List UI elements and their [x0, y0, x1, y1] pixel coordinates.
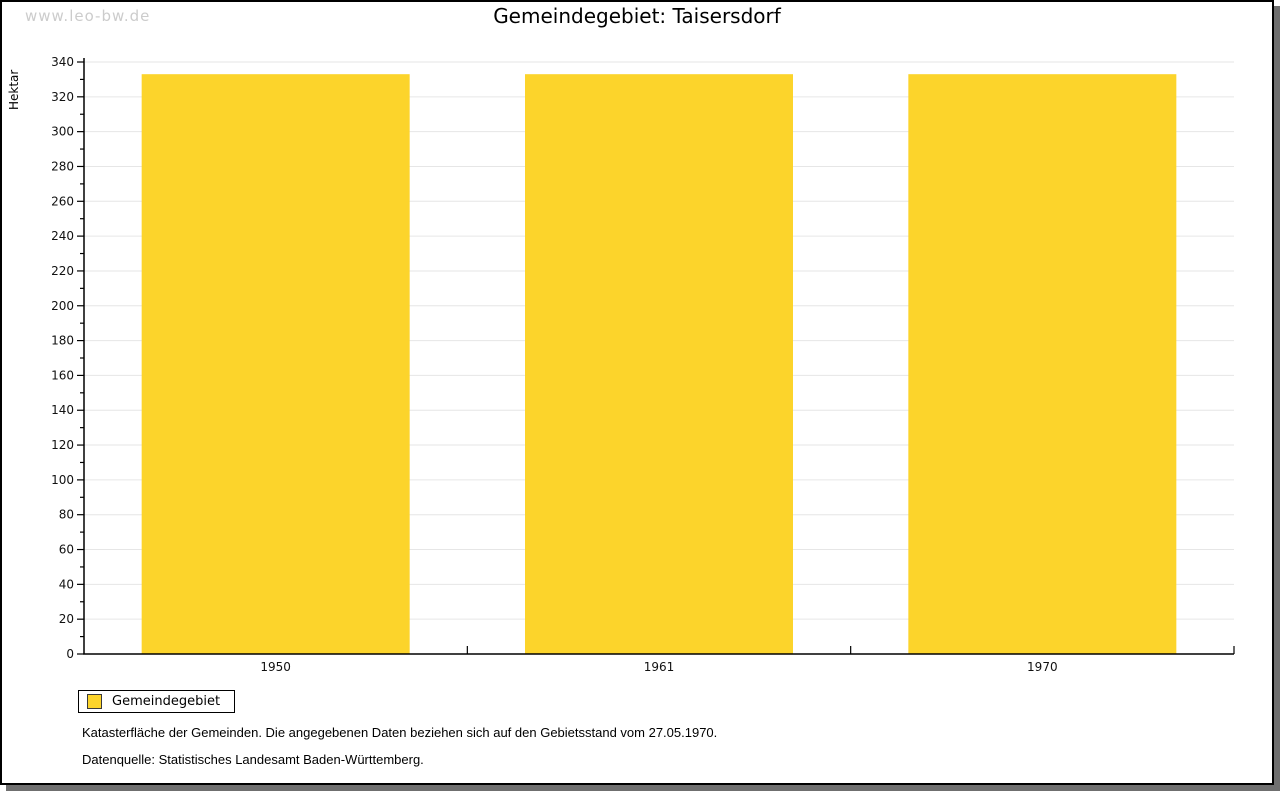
legend: Gemeindegebiet — [78, 690, 236, 713]
x-category-label: 1961 — [644, 660, 675, 674]
y-tick-label: 0 — [66, 647, 74, 661]
y-tick-label: 160 — [51, 368, 74, 382]
x-category-label: 1950 — [260, 660, 291, 674]
y-tick-label: 220 — [51, 264, 74, 278]
y-tick-label: 320 — [51, 90, 74, 104]
y-tick-label: 60 — [59, 543, 74, 557]
bar-1950 — [141, 74, 410, 654]
y-tick-label: 80 — [59, 508, 74, 522]
footnote-data-description: Katasterfläche der Gemeinden. Die angege… — [82, 725, 718, 740]
y-tick-label: 240 — [51, 229, 74, 243]
y-tick-label: 300 — [51, 125, 74, 139]
plot-area: 0 20 40 60 80 100 120 140 160 180 200 220 240 260 280 3… — [51, 55, 1235, 674]
y-tick-label: 200 — [51, 299, 74, 313]
y-tick-label: 40 — [59, 577, 74, 591]
legend-label-gemeindegebiet: Gemeindegebiet — [112, 694, 221, 709]
chart-title: Gemeindegebiet: Taisersdorf — [493, 4, 781, 28]
bar-1961 — [525, 74, 793, 654]
y-tick-label: 260 — [51, 194, 74, 208]
y-tick-label: 280 — [51, 159, 74, 173]
y-tick-label: 20 — [59, 612, 74, 626]
y-tick-label: 100 — [51, 473, 74, 487]
watermark: www.leo-bw.de — [25, 7, 151, 25]
legend-swatch-gemeindegebiet — [87, 694, 102, 709]
y-tick-label: 140 — [51, 403, 74, 417]
y-tick-label: 120 — [51, 438, 74, 452]
x-axis-ticks: 1950 1961 1970 — [260, 646, 1235, 674]
y-tick-label: 340 — [51, 55, 74, 69]
bars — [141, 74, 1177, 654]
y-tick-label: 180 — [51, 334, 74, 348]
y-axis-ticks: 0 20 40 60 80 100 120 140 160 180 200 220 240 260 280 3… — [51, 55, 84, 661]
footnote-data-source: Datenquelle: Statistisches Landesamt Bad… — [82, 752, 424, 767]
x-category-label: 1970 — [1027, 660, 1058, 674]
bar-1970 — [908, 74, 1177, 654]
